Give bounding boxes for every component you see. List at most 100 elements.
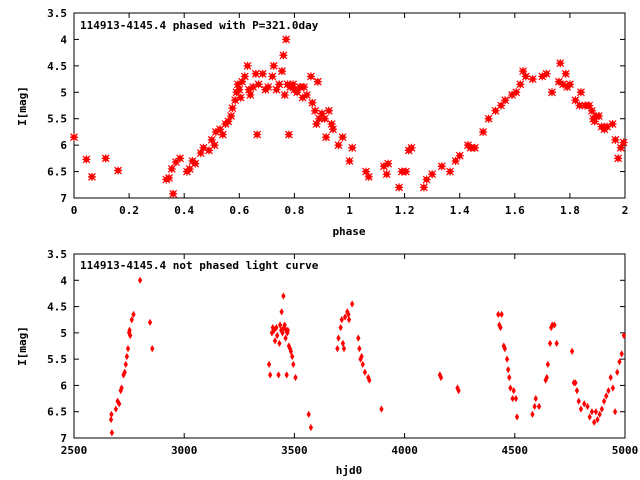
- data-point: [348, 143, 357, 152]
- data-point: [119, 384, 124, 392]
- data-point: [291, 360, 296, 368]
- data-point: [617, 358, 622, 366]
- data-point: [338, 133, 347, 142]
- data-point: [274, 324, 279, 332]
- data-point: [254, 80, 263, 89]
- data-point: [359, 352, 364, 361]
- y-tick-label: 6.5: [47, 166, 67, 179]
- data-point: [587, 106, 596, 115]
- data-point: [327, 120, 336, 128]
- data-point: [565, 80, 574, 89]
- data-point: [165, 173, 174, 182]
- data-point: [101, 154, 110, 163]
- data-point: [466, 143, 475, 152]
- data-point: [508, 384, 513, 392]
- data-point: [578, 405, 584, 413]
- data-point: [129, 316, 134, 324]
- data-point: [533, 394, 538, 403]
- x-tick-label: 1.8: [560, 204, 580, 217]
- data-point: [576, 397, 581, 405]
- data-point: [264, 83, 273, 91]
- data-point: [357, 345, 362, 353]
- data-point: [308, 423, 314, 432]
- tick-group: 3.5 4 4.5 5 5.5 6 6.5 70 0.2 0.4 0.6 0.8 1 1.2 1.4 1.6 1…: [47, 7, 628, 217]
- data-point: [479, 127, 488, 136]
- data-point: [446, 167, 455, 176]
- data-point: [561, 69, 570, 78]
- data-point: [513, 394, 519, 403]
- data-point: [311, 106, 320, 115]
- data-point: [275, 80, 284, 89]
- data-point: [244, 85, 253, 94]
- data-point: [608, 373, 613, 382]
- data-point: [360, 360, 365, 368]
- y-tick-label: 5: [60, 327, 67, 340]
- data-point: [497, 101, 506, 110]
- data-point: [298, 93, 307, 102]
- data-point: [379, 405, 384, 413]
- data-point: [499, 310, 504, 319]
- plot-title: 114913-4145.4 not phased light curve: [80, 259, 319, 272]
- data-point: [616, 143, 625, 152]
- data-point: [514, 413, 520, 421]
- data-point: [342, 313, 348, 321]
- data-point: [530, 410, 535, 418]
- data-point: [123, 360, 128, 368]
- data-point: [171, 158, 180, 167]
- data-point: [288, 347, 294, 355]
- data-point: [235, 85, 244, 94]
- data-point: [585, 101, 594, 110]
- data-point: [328, 125, 337, 134]
- data-point: [295, 83, 304, 91]
- data-point: [253, 130, 262, 139]
- data-points: [108, 276, 627, 437]
- data-points: [70, 35, 628, 198]
- data-point: [113, 405, 119, 413]
- x-tick-label: 0: [71, 204, 78, 217]
- data-point: [484, 114, 493, 123]
- data-point: [300, 83, 309, 91]
- data-point: [547, 88, 556, 97]
- data-point: [268, 72, 277, 81]
- x-tick-label: 0.6: [229, 204, 249, 217]
- data-point: [521, 72, 530, 81]
- data-point: [320, 114, 329, 123]
- data-point: [277, 321, 283, 329]
- data-point: [280, 90, 289, 99]
- data-point: [293, 373, 298, 382]
- data-point: [556, 59, 565, 68]
- data-point: [511, 387, 516, 395]
- data-point: [542, 69, 551, 78]
- data-point: [336, 334, 341, 342]
- data-point: [496, 310, 501, 319]
- data-point: [367, 376, 372, 384]
- x-tick-label: 1: [346, 204, 353, 217]
- data-point: [282, 321, 287, 329]
- data-point: [576, 88, 585, 97]
- data-point: [131, 310, 136, 319]
- x-tick-label: 1.4: [450, 204, 470, 217]
- data-point: [269, 61, 278, 70]
- data-point: [569, 347, 575, 355]
- x-tick-label: 1.2: [395, 204, 415, 217]
- data-point: [114, 166, 123, 175]
- data-point: [279, 308, 284, 316]
- data-point: [508, 90, 517, 99]
- data-point: [491, 106, 500, 115]
- data-point: [302, 90, 311, 99]
- x-tick-label: 1.6: [505, 204, 525, 217]
- x-axis-label: phase: [332, 225, 365, 238]
- data-point: [199, 143, 208, 152]
- data-point: [324, 106, 333, 115]
- data-point: [278, 67, 287, 76]
- data-point: [532, 402, 537, 411]
- data-point: [554, 77, 563, 86]
- phased-light-curve-panel: 3.5 4 4.5 5 5.5 6 6.5 70 0.2 0.4 0.6 0.8 1 1.2 1.4 1.6 1…: [16, 7, 628, 238]
- y-axis-label: I[mag]: [16, 326, 29, 366]
- y-tick-label: 6: [60, 139, 67, 152]
- data-point: [506, 366, 511, 374]
- data-point: [610, 384, 616, 392]
- data-point: [109, 429, 115, 437]
- data-point: [574, 387, 580, 395]
